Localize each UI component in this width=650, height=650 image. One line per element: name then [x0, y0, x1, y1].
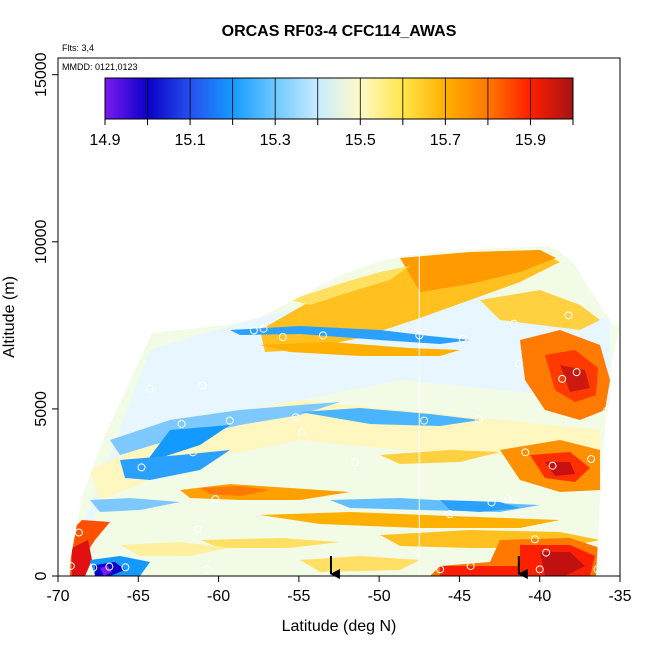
sample-point [188, 448, 197, 457]
sample-point [487, 498, 496, 507]
x-tick-label: -40 [528, 588, 551, 605]
field-band [230, 326, 470, 344]
sample-point [572, 368, 581, 377]
x-tick-label: -35 [608, 588, 631, 605]
x-tick-label: -50 [368, 588, 391, 605]
colorbar-tick-label: 15.5 [345, 132, 376, 149]
arrow-markers [329, 556, 528, 579]
sample-point [394, 247, 403, 256]
sample-point [466, 561, 475, 570]
dates-annotation: MMDD: 0121,0123 [62, 62, 138, 72]
sample-point [603, 406, 612, 415]
x-tick-label: -70 [46, 588, 69, 605]
x-tick-label: -60 [207, 588, 230, 605]
field-band [290, 266, 410, 305]
sample-point [137, 463, 146, 472]
y-tick-label: 15000 [33, 52, 50, 97]
colorbar-tick-label: 15.3 [260, 132, 291, 149]
sample-point [564, 311, 573, 320]
sample-point [420, 416, 429, 425]
colorbar: 14.9 15.1 15.3 15.5 15.7 15.9 [89, 77, 574, 149]
field-band [440, 500, 520, 512]
sample-point [198, 381, 207, 390]
field-band [260, 512, 560, 528]
sample-point [445, 510, 454, 519]
sample-point [436, 565, 445, 574]
sample-point [503, 495, 512, 504]
sample-point [121, 563, 130, 572]
heatmap-field [66, 246, 620, 576]
sample-point [193, 525, 202, 534]
field-band [480, 290, 600, 330]
sample-point [249, 326, 258, 335]
y-axis: 0 5000 10000 15000 [33, 52, 58, 580]
chart-title: ORCAS RF03-4 CFC114_AWAS [222, 23, 457, 40]
y-tick-label: 10000 [33, 219, 50, 264]
y-tick-label: 0 [33, 571, 50, 580]
field-band [120, 450, 230, 480]
field-band [540, 552, 585, 576]
sample-point [593, 565, 602, 574]
sample-point [558, 374, 567, 383]
sample-point [177, 419, 186, 428]
sample-point [291, 413, 300, 422]
sample-point [278, 333, 287, 342]
y-axis-label: Altitude (m) [1, 276, 18, 358]
sample-point [530, 535, 539, 544]
field-band [380, 450, 500, 464]
sample-point [510, 319, 519, 328]
colorbar-gradient [104, 77, 574, 120]
sample-point [298, 428, 307, 437]
sample-point [542, 548, 551, 557]
field-band [440, 566, 540, 576]
sample-point [66, 561, 75, 570]
field-band [400, 250, 556, 292]
sample-point [535, 565, 544, 574]
y-tick-label: 5000 [33, 391, 50, 427]
sample-point [351, 458, 360, 467]
sample-point [211, 495, 220, 504]
sample-point [521, 448, 530, 457]
sample-point [225, 416, 234, 425]
colorbar-tick-label: 15.1 [175, 132, 206, 149]
field-band [72, 540, 92, 576]
sample-point [474, 414, 483, 423]
field-band [70, 290, 610, 560]
sample-point [548, 461, 557, 470]
x-axis: -70 -65 -60 -55 -50 -45 -40 -35 [46, 576, 632, 605]
field-band [100, 566, 112, 576]
x-tick-label: -65 [127, 588, 150, 605]
colorbar-tick-label: 15.9 [515, 132, 546, 149]
colorbar-tick-label: 15.7 [430, 132, 461, 149]
sample-point [105, 562, 114, 571]
sample-point [458, 334, 467, 343]
sample-point [587, 455, 596, 464]
sample-point [259, 324, 268, 333]
sample-point [74, 528, 83, 537]
sample-point [611, 318, 620, 327]
field-band [200, 538, 340, 548]
sample-point [89, 563, 98, 572]
field-band [545, 462, 575, 476]
sample-point [514, 359, 523, 368]
x-axis-label: Latitude (deg N) [282, 618, 397, 635]
field-band [200, 486, 270, 496]
sample-point [318, 331, 327, 340]
sample-point [415, 331, 424, 340]
sample-point [203, 565, 212, 574]
field-band [140, 425, 230, 470]
field-band [90, 498, 180, 512]
x-tick-label: -45 [448, 588, 471, 605]
field-band [120, 542, 230, 556]
field-band [110, 402, 340, 455]
x-tick-label: -55 [287, 588, 310, 605]
field-band [560, 365, 590, 392]
field-band [300, 408, 480, 426]
field-band [260, 342, 460, 356]
sample-point [145, 384, 154, 393]
flights-annotation: Flts: 3,4 [62, 43, 94, 53]
colorbar-tick-label: 14.9 [89, 132, 120, 149]
